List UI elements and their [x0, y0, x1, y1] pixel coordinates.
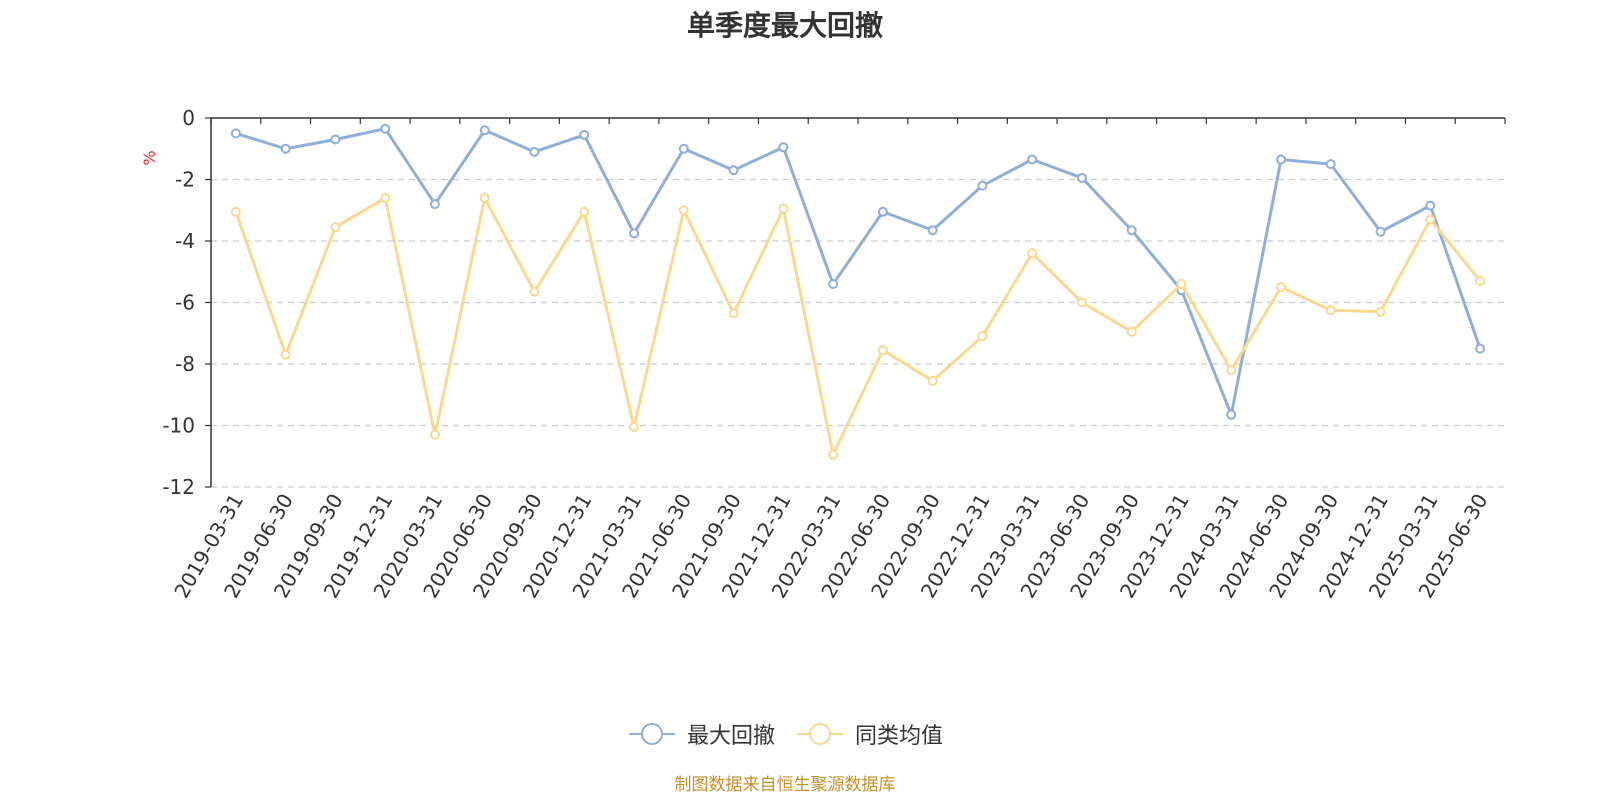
series-line — [235, 127, 1482, 417]
data-point — [280, 349, 291, 360]
y-tick-label: -8 — [175, 352, 195, 376]
data-point — [728, 308, 739, 319]
data-point — [479, 125, 490, 136]
data-point — [1126, 225, 1137, 236]
legend-circle — [640, 723, 663, 745]
data-point — [877, 206, 888, 217]
source-note: 制图数据来自恒生聚源数据库 — [674, 775, 896, 795]
data-point — [828, 279, 839, 290]
legend-circle — [809, 723, 831, 745]
data-point — [927, 375, 938, 386]
data-point — [1325, 305, 1336, 316]
legend-item[interactable]: 同类均值 — [795, 718, 943, 750]
series-lines — [230, 123, 1486, 460]
line-chart: 0-2-4-6-8-10-122019-03-312019-06-302019-… — [140, 106, 1506, 602]
chart-title: 单季度最大回撤 — [686, 9, 883, 42]
data-point — [479, 192, 490, 203]
data-point — [1176, 279, 1187, 290]
data-point — [330, 222, 341, 233]
data-point — [828, 449, 839, 460]
data-point — [1475, 275, 1486, 286]
data-point — [579, 206, 590, 217]
data-point — [280, 143, 291, 154]
data-point — [1425, 214, 1436, 225]
y-tick-label: -2 — [175, 168, 195, 192]
legend: 最大回撤 同类均值 — [0, 718, 1570, 750]
data-point — [728, 165, 739, 176]
y-tick-label: 0 — [182, 106, 195, 130]
series-line — [234, 196, 1482, 457]
y-tick-label: -12 — [162, 475, 195, 499]
data-point — [977, 180, 988, 191]
data-point — [380, 192, 391, 203]
data-point — [529, 146, 540, 157]
y-tick-label: -10 — [162, 414, 195, 438]
data-point — [1226, 409, 1237, 420]
data-point — [778, 203, 789, 214]
data-point — [927, 225, 938, 236]
y-tick-label: -6 — [175, 291, 195, 315]
data-point — [429, 429, 440, 440]
legend-marker-icon — [797, 723, 843, 745]
axes — [205, 117, 1506, 488]
data-point — [529, 286, 540, 297]
data-point — [1076, 297, 1087, 308]
data-point — [230, 128, 241, 139]
data-point — [778, 142, 789, 153]
legend-label: 最大回撤 — [686, 724, 775, 749]
data-point — [1126, 326, 1137, 337]
data-point — [380, 123, 391, 134]
data-point — [678, 143, 689, 154]
data-point — [1226, 365, 1237, 376]
data-point — [1425, 200, 1436, 211]
legend-label: 同类均值 — [855, 724, 944, 749]
data-point — [877, 345, 888, 356]
y-tick-label: -4 — [175, 229, 195, 253]
data-point — [330, 134, 341, 145]
data-point — [629, 422, 640, 433]
data-point — [1027, 248, 1038, 259]
data-point — [429, 199, 440, 210]
axis-labels: 0-2-4-6-8-10-122019-03-312019-06-302019-… — [140, 106, 1492, 602]
data-point — [1276, 154, 1287, 165]
data-point — [1027, 154, 1038, 165]
data-point — [579, 129, 590, 140]
data-point — [230, 206, 241, 217]
legend-item[interactable]: 最大回撤 — [627, 718, 775, 750]
data-point — [1276, 282, 1287, 293]
data-point — [629, 228, 640, 239]
grid-lines — [211, 178, 1505, 488]
data-point — [1375, 306, 1386, 317]
data-point — [1475, 343, 1486, 354]
data-point — [1325, 159, 1336, 170]
y-axis-label: % — [140, 150, 159, 165]
legend-marker-icon — [628, 723, 675, 745]
data-point — [1076, 172, 1087, 183]
data-point — [1375, 226, 1386, 237]
data-point — [678, 205, 689, 216]
data-point — [977, 331, 988, 342]
